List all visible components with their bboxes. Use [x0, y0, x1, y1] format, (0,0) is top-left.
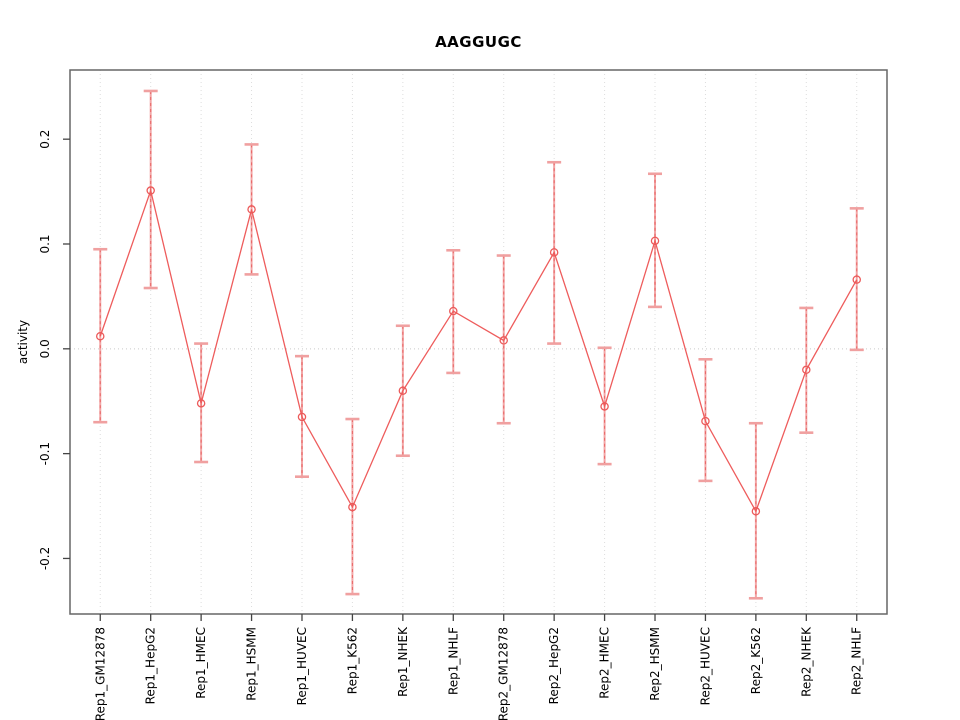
- data-point: [247, 205, 256, 214]
- data-point: [852, 275, 861, 284]
- data-point: [701, 416, 710, 426]
- x-tick-label: Rep2_HepG2: [547, 627, 561, 704]
- x-tick-label: Rep2_K562: [749, 627, 763, 694]
- data-point: [549, 248, 559, 257]
- data-point: [650, 236, 660, 246]
- x-tick-label: Rep1_NHLF: [446, 627, 460, 695]
- error-bars: [93, 89, 864, 600]
- x-tick-label: Rep1_HUVEC: [295, 627, 309, 705]
- data-point: [499, 336, 508, 345]
- data-point: [348, 502, 357, 512]
- data-points: [96, 186, 861, 516]
- data-point: [96, 331, 105, 341]
- y-tick-label: -0.1: [38, 442, 52, 465]
- gridlines: [99, 70, 858, 614]
- data-point: [146, 186, 155, 195]
- data-point: [600, 402, 609, 411]
- y-tick-label: 0.0: [38, 339, 52, 358]
- error-bar: [849, 207, 864, 352]
- x-tick-label: Rep1_GM12878: [93, 627, 107, 720]
- y-tick-label: -0.2: [38, 547, 52, 570]
- data-point: [297, 412, 307, 422]
- x-tick-label: Rep1_NHEK: [396, 626, 410, 697]
- data-point: [398, 386, 408, 395]
- x-tick-label: Rep2_NHLF: [850, 627, 864, 695]
- x-tick-label: Rep1_HMEC: [194, 627, 208, 699]
- x-tick-label: Rep1_HSMM: [245, 627, 259, 701]
- y-tick-label: 0.1: [38, 234, 52, 253]
- x-tick-label: Rep2_HUVEC: [698, 627, 712, 705]
- x-tick-label: Rep2_GM12878: [497, 627, 511, 720]
- x-tick-label: Rep2_HSMM: [648, 627, 662, 701]
- x-axis-ticks: Rep1_GM12878 Rep1_HepG2 Rep1_HMEC Rep1_HSMM…: [93, 614, 864, 720]
- x-tick-label: Rep1_HepG2: [144, 627, 158, 704]
- y-axis-label: activity: [16, 320, 30, 364]
- plot-frame: [69, 69, 888, 615]
- series-line: [99, 188, 858, 513]
- x-tick-label: Rep2_NHEK: [799, 626, 813, 697]
- y-axis-ticks: -0.2 -0.1 0.0 0.1 0.2: [38, 130, 70, 570]
- data-point: [802, 365, 811, 375]
- data-point: [196, 399, 206, 408]
- chart-title: AAGGUGC: [435, 33, 522, 51]
- x-tick-label: Rep1_K562: [345, 627, 359, 694]
- data-point: [449, 306, 458, 316]
- x-tick-label: Rep2_HMEC: [598, 627, 612, 699]
- data-point: [751, 507, 761, 516]
- y-tick-label: 0.2: [38, 130, 52, 149]
